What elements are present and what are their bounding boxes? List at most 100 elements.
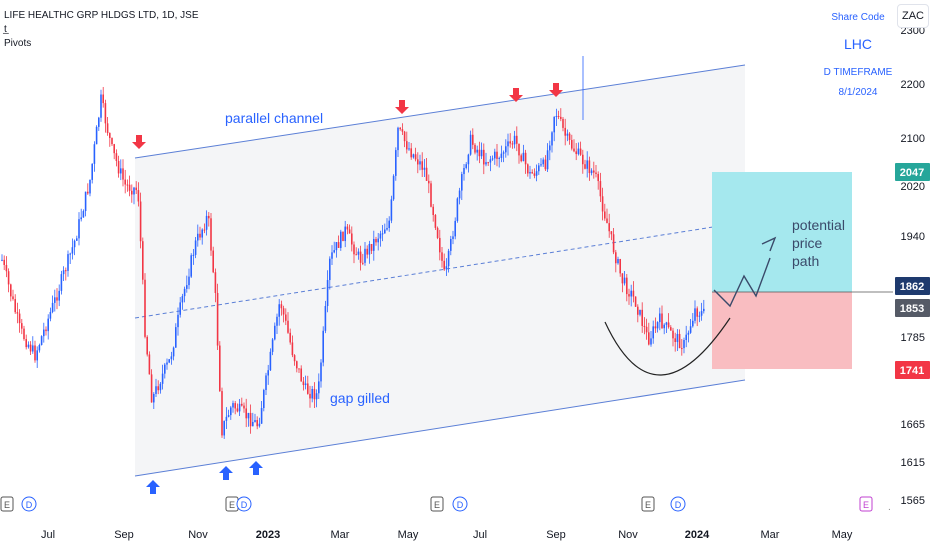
- x-axis[interactable]: Jul Sep Nov 2023 Mar May Jul Sep Nov 2024 Mar May: [41, 529, 853, 541]
- candle-body: [10, 284, 12, 297]
- candle-body: [529, 172, 531, 174]
- candle-body: [571, 139, 573, 149]
- candle-body: [351, 233, 353, 245]
- y-axis[interactable]: 2300220021002020194017851725166516151565: [901, 25, 925, 507]
- candle-body: [483, 149, 485, 165]
- path-annotation-line2[interactable]: price: [792, 235, 823, 251]
- path-annotation-line1[interactable]: potential: [792, 217, 845, 233]
- pivots-indicator[interactable]: Pivots: [4, 38, 32, 49]
- candle-body: [491, 158, 494, 160]
- candle-body: [161, 373, 164, 384]
- candle-body: [254, 420, 256, 422]
- rounding-bottom-curve[interactable]: [604, 317, 731, 376]
- candle-body: [27, 344, 30, 348]
- candle-body: [403, 131, 406, 142]
- candle-body: [315, 393, 318, 400]
- potential-path-line[interactable]: [713, 257, 771, 308]
- candle-body: [348, 229, 351, 234]
- zac-button[interactable]: ZAC: [897, 4, 929, 28]
- candle-body: [113, 144, 115, 154]
- candle-body: [540, 164, 542, 166]
- candle-body: [21, 323, 23, 329]
- candle-body: [439, 237, 441, 253]
- candle-body: [617, 258, 619, 264]
- path-annotation-line3[interactable]: path: [792, 253, 819, 269]
- candle-body: [100, 94, 102, 118]
- candle-body: [632, 290, 635, 297]
- candle-body: [201, 229, 203, 238]
- x-tick-label: May: [398, 529, 419, 541]
- candle-body: [58, 290, 60, 301]
- candle-body: [456, 198, 459, 221]
- candle-body: [214, 272, 217, 293]
- dividend-marker: [21, 496, 37, 512]
- candle-body: [428, 180, 430, 184]
- candle-body: [258, 423, 261, 427]
- candle-body: [601, 196, 604, 212]
- candle-body: [137, 190, 140, 202]
- candle-body: [124, 179, 126, 185]
- candle-body: [542, 159, 544, 165]
- candle-body: [194, 240, 197, 255]
- candle-body: [157, 386, 159, 391]
- gap-annotation[interactable]: gap gilled: [330, 390, 390, 406]
- candle-body: [674, 338, 676, 343]
- down-arrow-marker: [509, 88, 523, 102]
- candle-body: [388, 220, 390, 229]
- candle-body: [370, 243, 373, 251]
- target-zone[interactable]: [712, 172, 852, 292]
- candle-body: [425, 167, 428, 181]
- candle-body: [56, 297, 58, 301]
- candle-body: [311, 388, 313, 399]
- candle-body: [513, 135, 516, 145]
- candle-body: [76, 238, 78, 241]
- down-arrow-marker: [132, 135, 146, 149]
- candle-body: [78, 219, 80, 239]
- candle-body: [401, 129, 404, 132]
- candle-body: [555, 116, 558, 118]
- candle-body: [436, 227, 439, 238]
- channel-lower-line[interactable]: [134, 379, 746, 477]
- candle-body: [533, 173, 536, 176]
- candle-body: [153, 393, 155, 403]
- candle-body: [397, 127, 399, 151]
- earnings-marker: [641, 496, 655, 512]
- candle-body: [243, 405, 245, 409]
- candle-body: [670, 327, 672, 331]
- candle-body: [324, 306, 327, 331]
- candle-body: [522, 152, 525, 162]
- candle-body: [518, 143, 520, 156]
- x-tick-label: Nov: [188, 529, 208, 541]
- candle-body: [443, 260, 445, 270]
- up-arrow-marker: [146, 480, 160, 494]
- candle-body: [604, 211, 606, 219]
- candle-body: [109, 133, 111, 139]
- candle-body: [148, 354, 151, 375]
- y-tick-label: 1615: [901, 457, 925, 469]
- candle-body: [190, 255, 192, 277]
- candle-body: [357, 251, 360, 255]
- candle-body: [95, 126, 98, 145]
- candle-body: [628, 294, 630, 297]
- indicator-line[interactable]: t̲: [4, 24, 7, 35]
- candle-body: [267, 370, 269, 376]
- candle-body: [375, 239, 377, 243]
- candle-body: [197, 233, 199, 241]
- candle-body: [331, 252, 333, 259]
- candle-body: [575, 151, 577, 155]
- candle-body: [419, 161, 421, 165]
- candle-body: [128, 184, 131, 191]
- candle-body: [678, 333, 681, 349]
- channel-upper-line[interactable]: [134, 64, 746, 159]
- stop-zone[interactable]: [712, 292, 852, 369]
- channel-mid-line[interactable]: [134, 221, 746, 319]
- candle-body: [333, 250, 335, 253]
- candle-body: [458, 190, 461, 199]
- price-badge: [895, 299, 930, 317]
- candle-body: [282, 308, 285, 315]
- candle-body: [122, 168, 124, 180]
- channel-annotation[interactable]: parallel channel: [225, 110, 323, 126]
- candle-body: [318, 381, 320, 394]
